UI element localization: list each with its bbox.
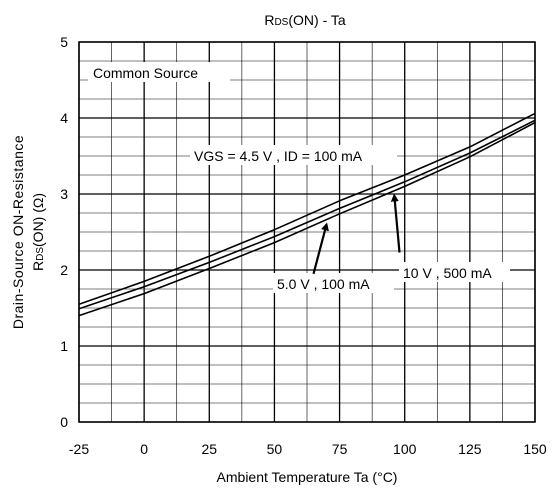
y-tick-label: 0 <box>60 414 68 430</box>
annotation-arrow-1 <box>312 222 329 275</box>
x-axis-label: Ambient Temperature Ta (°C) <box>217 469 398 485</box>
series-line-3 <box>78 121 536 317</box>
x-tick-label: 125 <box>458 441 482 457</box>
plot-frame <box>78 41 536 423</box>
v50-label-bg <box>273 273 394 293</box>
y-tick-label: 5 <box>60 34 68 50</box>
x-tick-label: 100 <box>393 441 417 457</box>
y-tick-label: 1 <box>60 338 68 354</box>
y-tick-labels: 0 1 2 3 4 5 <box>60 34 68 430</box>
arrow-layer <box>312 193 401 275</box>
x-tick-label: 25 <box>201 441 217 457</box>
vgs-45-label-bg <box>190 145 397 165</box>
common-source-label: Common Source <box>93 65 198 81</box>
x-tick-label: 75 <box>332 441 348 457</box>
vgs-45-label: VGS = 4.5 V , ID = 100 mA <box>194 148 363 164</box>
minor-grid <box>79 42 535 422</box>
annotation-arrow-2 <box>390 193 401 253</box>
v10-label: 10 V , 500 mA <box>403 265 492 281</box>
y-tick-label: 2 <box>60 262 68 278</box>
x-tick-label: 50 <box>267 441 283 457</box>
chart-title: RDS(ON) - Ta <box>264 12 346 28</box>
y-tick-label: 4 <box>60 110 68 126</box>
v50-label: 5.0 V , 100 mA <box>277 276 370 292</box>
y-axis-label-line1: Drain-Source ON-Resistance <box>10 135 26 329</box>
series-layer <box>78 112 536 317</box>
y-tick-label: 3 <box>60 186 68 202</box>
v10-label-bg <box>399 262 510 282</box>
y-axis-label-line2: RDS(ON) (Ω) <box>30 193 46 271</box>
common-source-label-bg <box>88 62 230 82</box>
series-line-2 <box>78 119 536 310</box>
x-tick-label: 0 <box>140 441 148 457</box>
x-tick-label: -25 <box>69 441 89 457</box>
x-tick-label: 150 <box>523 441 547 457</box>
series-line-1 <box>78 112 536 305</box>
x-tick-labels: -25 0 25 50 75 100 125 150 <box>69 441 547 457</box>
